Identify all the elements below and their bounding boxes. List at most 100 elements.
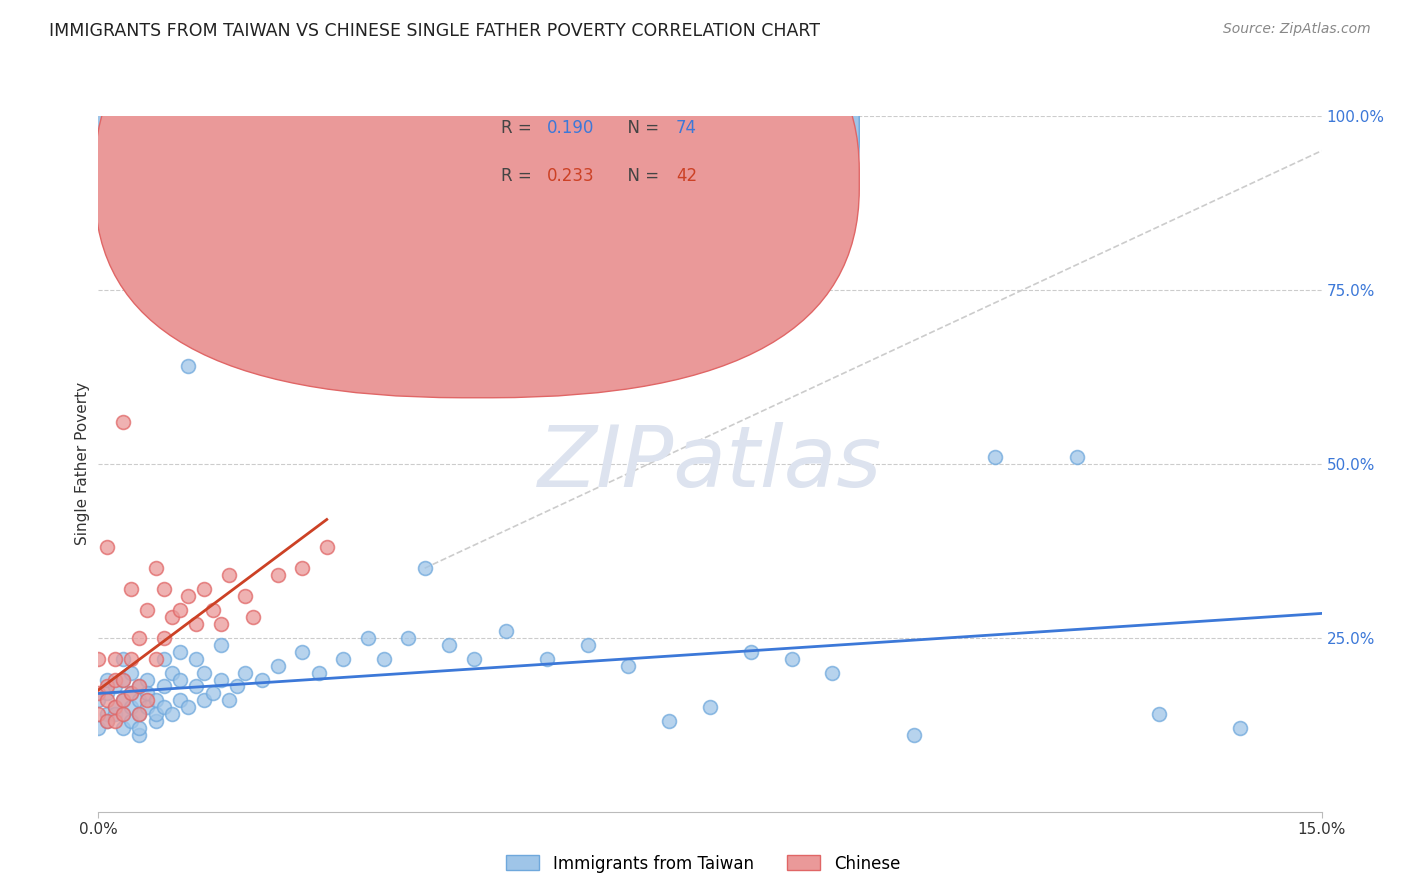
Point [96,714,118,729]
Point [120,714,142,729]
Point [104,714,127,729]
Point [463,651,485,665]
Point [193,693,215,707]
Point [87,707,110,722]
Point [160,707,183,722]
Point [120,582,142,596]
Point [356,631,378,645]
Point [209,616,232,631]
Point [201,603,224,617]
Point [291,645,314,659]
Point [169,645,191,659]
Point [218,568,240,582]
Point [128,693,150,707]
Point [120,686,142,700]
Point [177,589,200,603]
Point [413,561,436,575]
Point [87,651,110,665]
Point [218,693,240,707]
Point [145,714,167,729]
Text: 42: 42 [676,168,697,186]
Point [233,665,256,680]
Text: 0.233: 0.233 [547,168,595,186]
Point [111,693,134,707]
Point [437,638,460,652]
Point [87,721,110,735]
Point [128,707,150,722]
Point [160,665,183,680]
Point [104,700,127,714]
Point [111,721,134,735]
Point [128,680,150,694]
Point [267,658,290,673]
Point [152,700,174,714]
Point [699,700,721,714]
Point [308,665,330,680]
Point [120,651,142,665]
Point [250,227,273,242]
Point [96,693,118,707]
Point [821,665,844,680]
Point [104,680,127,694]
Point [315,541,337,555]
Point [96,707,118,722]
Point [658,714,681,729]
Point [111,651,134,665]
Point [111,707,134,722]
Point [104,700,127,714]
Point [145,693,167,707]
Point [136,686,159,700]
Point [160,610,183,624]
Point [373,651,395,665]
Point [136,700,159,714]
Point [1229,721,1251,735]
Point [1147,707,1170,722]
Point [96,673,118,687]
Point [617,658,640,673]
Legend: Immigrants from Taiwan, Chinese: Immigrants from Taiwan, Chinese [499,848,907,880]
Point [267,568,290,582]
FancyBboxPatch shape [94,0,859,349]
Point [152,631,174,645]
Point [1066,450,1088,464]
Point [186,616,208,631]
Point [87,693,110,707]
FancyBboxPatch shape [94,0,859,398]
Point [169,673,191,687]
Point [96,686,118,700]
Point [111,673,134,687]
Point [250,673,273,687]
Point [169,693,191,707]
Point [209,673,232,687]
Point [536,651,558,665]
Point [193,665,215,680]
Text: 74: 74 [676,119,697,136]
Text: N =: N = [617,168,665,186]
Point [111,673,134,687]
Point [96,541,118,555]
Point [186,651,208,665]
Point [128,631,150,645]
Point [128,721,150,735]
Point [87,686,110,700]
Point [145,651,167,665]
Text: R =: R = [501,119,537,136]
Point [177,700,200,714]
Point [495,624,517,638]
Point [128,680,150,694]
FancyBboxPatch shape [434,109,752,203]
Point [120,665,142,680]
Point [145,268,167,283]
Point [152,680,174,694]
Text: IMMIGRANTS FROM TAIWAN VS CHINESE SINGLE FATHER POVERTY CORRELATION CHART: IMMIGRANTS FROM TAIWAN VS CHINESE SINGLE… [49,22,820,40]
Y-axis label: Single Father Poverty: Single Father Poverty [75,383,90,545]
Point [576,638,599,652]
Point [242,610,264,624]
Text: ZIPatlas: ZIPatlas [538,422,882,506]
Point [96,714,118,729]
Point [120,700,142,714]
Point [152,651,174,665]
Point [111,707,134,722]
Point [96,680,118,694]
Point [201,686,224,700]
